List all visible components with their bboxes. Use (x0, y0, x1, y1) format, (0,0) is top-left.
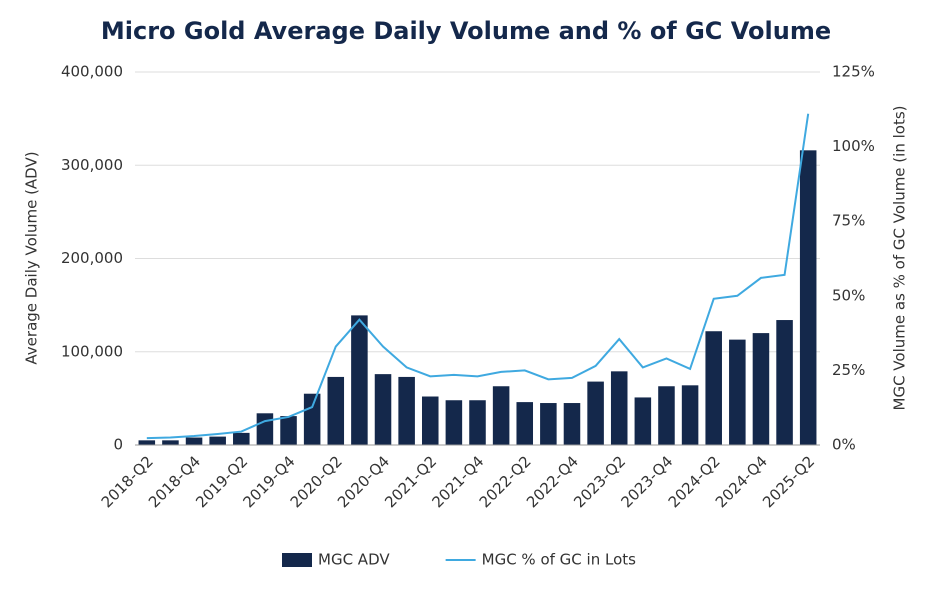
bar (256, 413, 274, 445)
bar (492, 386, 510, 445)
bar (303, 393, 321, 445)
bar (162, 440, 179, 445)
bar (138, 440, 156, 445)
bar (398, 376, 415, 445)
bar (469, 400, 486, 445)
bar (610, 371, 628, 445)
y2-tick-label: 50% (832, 286, 865, 304)
chart-title: Micro Gold Average Daily Volume and % of… (101, 17, 831, 45)
line (146, 113, 810, 440)
bar (233, 432, 250, 445)
y2-tick-label: 125% (832, 63, 875, 81)
bar (185, 437, 203, 445)
bar (421, 396, 439, 445)
legend-swatch (282, 553, 312, 567)
x-tick-label: 2025-Q2 (759, 452, 818, 511)
bar (351, 315, 368, 445)
y-tick-label: 300,000 (61, 156, 123, 174)
y2-tick-label: 100% (832, 137, 875, 155)
y2-tick-label: 0% (832, 436, 856, 454)
bar (209, 436, 226, 445)
bar (776, 320, 793, 445)
y-tick-label: 200,000 (61, 249, 123, 267)
y-tick-label: 100,000 (61, 342, 123, 360)
bar (445, 400, 463, 445)
bar (634, 397, 652, 445)
legend-label: MGC ADV (318, 551, 390, 569)
bar (587, 381, 604, 445)
y-axis-title: Average Daily Volume (ADV) (23, 151, 41, 364)
bar (658, 386, 675, 445)
y-tick-label: 0 (113, 436, 123, 454)
bar (799, 150, 817, 445)
bar (752, 333, 770, 445)
y2-tick-label: 75% (832, 212, 865, 230)
y2-tick-label: 25% (832, 361, 865, 379)
bar (729, 339, 746, 445)
legend-label: MGC % of GC in Lots (482, 551, 637, 569)
bar (374, 374, 392, 445)
bar (516, 402, 534, 445)
y2-axis-title: MGC Volume as % of GC Volume (in lots) (891, 106, 909, 411)
y-tick-label: 400,000 (61, 63, 123, 81)
bar (681, 385, 699, 445)
bar (540, 403, 557, 445)
bar (327, 376, 345, 445)
bar (563, 403, 581, 445)
bar (280, 416, 297, 445)
bar (705, 331, 722, 445)
